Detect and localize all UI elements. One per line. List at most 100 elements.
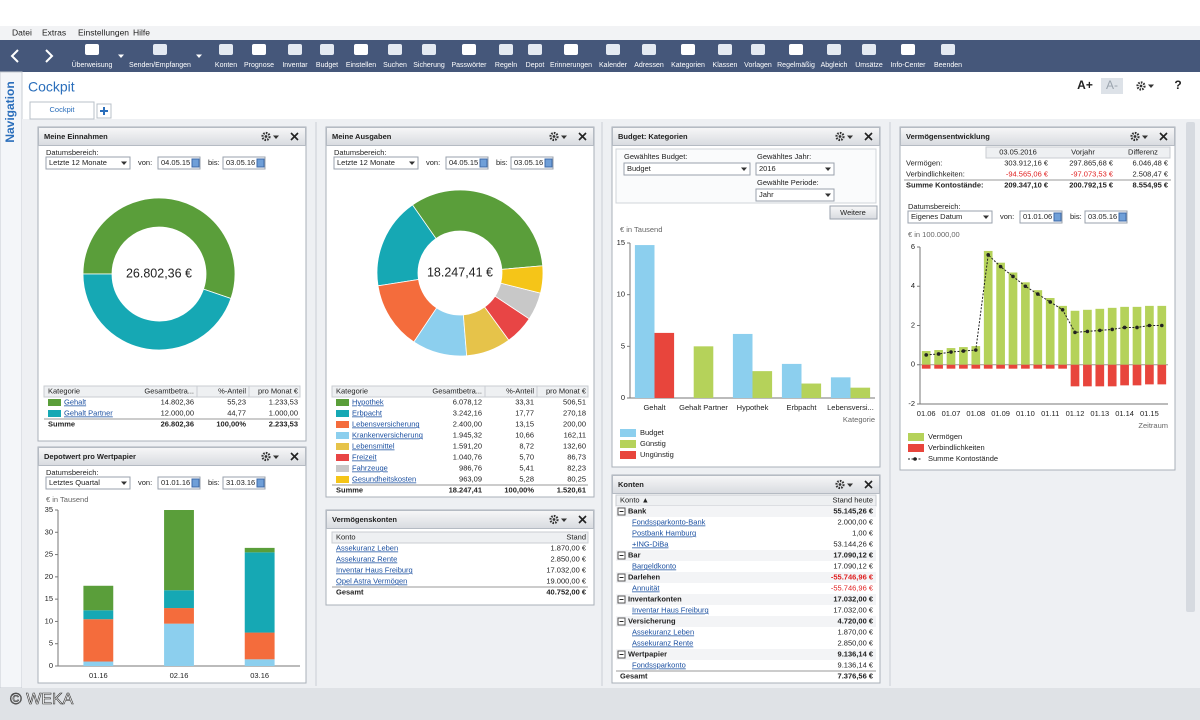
close-button[interactable] (864, 480, 873, 489)
toolbar-button[interactable]: Kalender (599, 62, 628, 69)
calendar-button[interactable] (191, 158, 200, 168)
menu-item[interactable]: Datei (12, 27, 32, 37)
date-input[interactable] (157, 156, 201, 170)
toolbar-button[interactable]: Depot (526, 62, 545, 69)
toolbar-button[interactable]: Erinnerungen (550, 62, 592, 69)
calendar-button[interactable] (191, 478, 200, 488)
table-link[interactable]: Gehalt Partner (64, 408, 113, 417)
more-button-label[interactable]: Weitere (840, 208, 866, 217)
close-button[interactable] (290, 452, 299, 461)
settings-icon[interactable] (835, 479, 845, 490)
toolbar-button[interactable]: Umsätze (855, 62, 883, 69)
account-link[interactable]: Annuität (632, 583, 660, 592)
close-button[interactable] (578, 515, 587, 524)
table-link[interactable]: Erbpacht (352, 408, 383, 417)
toolbar-button[interactable]: Passwörter (451, 62, 487, 69)
table-link[interactable]: Inventar Haus Freiburg (336, 565, 413, 574)
table-link[interactable]: Lebensversicherung (352, 419, 420, 428)
toolbar-button[interactable]: Senden/Empfangen (129, 62, 191, 69)
settings-icon[interactable] (261, 131, 271, 142)
range-select[interactable] (45, 156, 131, 170)
toolbar-button[interactable]: Überweisung (72, 61, 113, 69)
calendar-button[interactable] (256, 478, 265, 488)
toolbar-button[interactable]: Beenden (934, 62, 962, 69)
table-link[interactable]: Freizeit (352, 452, 378, 461)
close-button[interactable] (290, 132, 299, 141)
more-button[interactable] (829, 205, 878, 220)
budget-select[interactable] (623, 162, 751, 176)
settings-icon[interactable] (1136, 81, 1146, 91)
table-link[interactable]: Assekuranz Rente (336, 554, 397, 563)
forward-button[interactable] (45, 49, 54, 63)
account-link[interactable]: Fondssparkonto (632, 660, 686, 669)
account-link[interactable]: Assekuranz Leben (632, 627, 694, 636)
help-button[interactable]: ? (1174, 78, 1181, 92)
close-button[interactable] (864, 132, 873, 141)
range-select[interactable] (45, 476, 131, 490)
calendar-button[interactable] (256, 158, 265, 168)
table-link[interactable]: Opel Astra Vermögen (336, 576, 407, 585)
table-link[interactable]: Gesundheitskosten (352, 474, 416, 483)
year-select[interactable] (755, 162, 835, 176)
calendar-button[interactable] (479, 158, 488, 168)
close-button[interactable] (1159, 132, 1168, 141)
toolbar-button[interactable]: Sicherung (413, 62, 445, 69)
toolbar-button[interactable]: Klassen (713, 62, 738, 69)
scrollbar[interactable] (1186, 122, 1195, 612)
navigation-label[interactable]: Navigation (3, 81, 17, 142)
settings-icon[interactable] (549, 514, 559, 525)
toolbar-button[interactable]: Inventar (282, 62, 308, 69)
font-smaller-button[interactable]: A- (1106, 78, 1118, 92)
date-input[interactable] (1019, 210, 1063, 224)
account-link[interactable]: Bargeldkonto (632, 561, 676, 570)
settings-icon[interactable] (835, 131, 845, 142)
range-select[interactable] (333, 156, 419, 170)
toolbar-button[interactable]: Kategorien (671, 62, 705, 69)
toolbar-button[interactable]: Regelmäßig (777, 62, 815, 69)
account-link[interactable]: +ING-DiBa (632, 539, 669, 548)
table-link[interactable]: Gehalt (64, 397, 87, 406)
settings-icon[interactable] (549, 131, 559, 142)
toolbar-button[interactable]: Konten (215, 62, 237, 69)
date-input[interactable] (222, 156, 266, 170)
calendar-button[interactable] (1118, 212, 1127, 222)
close-button[interactable] (578, 132, 587, 141)
menu-item[interactable]: Extras (42, 27, 66, 37)
tab[interactable] (29, 101, 95, 120)
menu-item[interactable]: Einstellungen (78, 27, 129, 37)
table-link[interactable]: Krankenversicherung (352, 430, 423, 439)
date-input[interactable] (1084, 210, 1128, 224)
tab-label[interactable]: Cockpit (49, 105, 75, 114)
back-button[interactable] (10, 49, 19, 63)
account-link[interactable]: Inventar Haus Freiburg (632, 605, 709, 614)
toolbar-button[interactable]: Adressen (634, 62, 664, 69)
toolbar-button[interactable]: Regeln (495, 62, 517, 69)
toolbar-button[interactable]: Prognose (244, 62, 274, 69)
toolbar-button[interactable]: Info-Center (890, 62, 926, 69)
toolbar-button[interactable]: Einstellen (346, 62, 376, 69)
date-input[interactable] (157, 476, 201, 490)
calendar-button[interactable] (1053, 212, 1062, 222)
table-link[interactable]: Hypothek (352, 397, 384, 406)
table-link[interactable]: Fahrzeuge (352, 463, 388, 472)
account-link[interactable]: Fondssparkonto-Bank (632, 517, 706, 526)
toolbar-button[interactable]: Suchen (383, 62, 407, 69)
period-select[interactable] (755, 188, 835, 202)
settings-icon[interactable] (1130, 131, 1140, 142)
table-link[interactable]: Lebensmittel (352, 441, 395, 450)
account-link[interactable]: Assekuranz Rente (632, 638, 693, 647)
date-input[interactable] (445, 156, 489, 170)
calendar-button[interactable] (544, 158, 553, 168)
table-link[interactable]: Assekuranz Leben (336, 543, 398, 552)
range-select[interactable] (907, 210, 993, 224)
toolbar-button[interactable]: Budget (316, 62, 338, 69)
font-larger-button[interactable]: A+ (1077, 78, 1093, 92)
row-label: Verbindlichkeiten: (906, 169, 965, 178)
menu-item[interactable]: Hilfe (133, 27, 150, 37)
account-link[interactable]: Postbank Hamburg (632, 528, 696, 537)
date-input[interactable] (510, 156, 554, 170)
settings-icon[interactable] (261, 451, 271, 462)
toolbar-button[interactable]: Abgleich (821, 62, 848, 69)
date-input[interactable] (222, 476, 266, 490)
toolbar-button[interactable]: Vorlagen (744, 62, 772, 69)
